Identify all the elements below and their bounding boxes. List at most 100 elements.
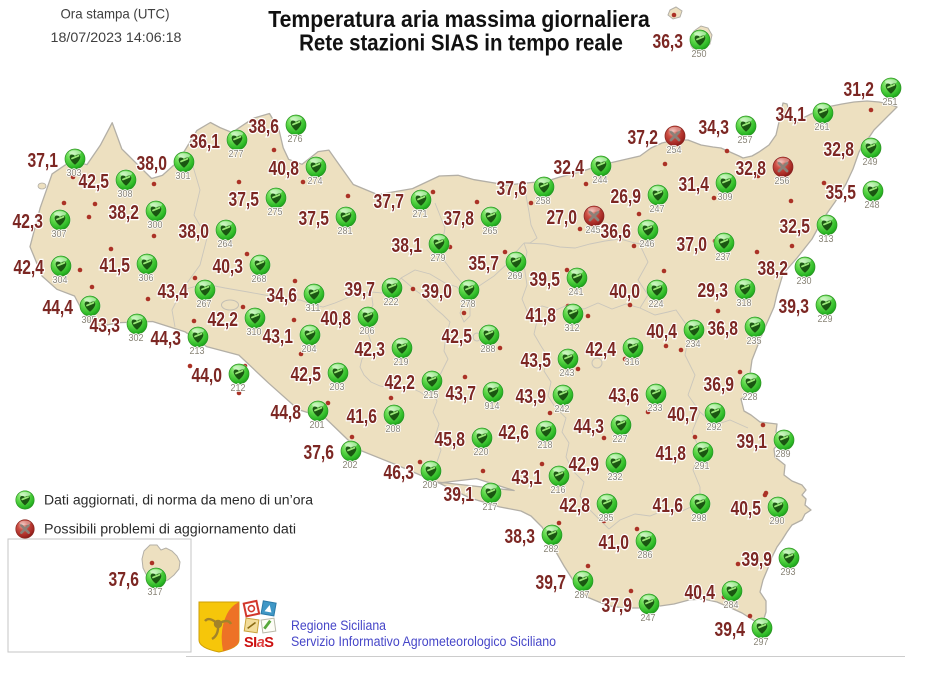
svg-text:301: 301 xyxy=(176,171,191,182)
svg-text:244: 244 xyxy=(593,175,608,186)
svg-text:298: 298 xyxy=(692,513,707,524)
svg-text:293: 293 xyxy=(781,567,796,578)
svg-text:39,7: 39,7 xyxy=(536,572,567,594)
svg-text:Regione Siciliana: Regione Siciliana xyxy=(291,618,386,633)
svg-text:Servizio Informativo Agrometeo: Servizio Informativo Agrometeorologico S… xyxy=(291,634,556,649)
svg-text:281: 281 xyxy=(338,226,353,237)
svg-text:247: 247 xyxy=(650,204,665,215)
svg-text:41,6: 41,6 xyxy=(653,495,684,517)
svg-text:268: 268 xyxy=(252,274,267,285)
svg-text:36,8: 36,8 xyxy=(708,318,739,340)
svg-text:309: 309 xyxy=(718,192,733,203)
svg-text:292: 292 xyxy=(707,422,722,433)
svg-text:37,5: 37,5 xyxy=(229,189,260,211)
svg-text:279: 279 xyxy=(431,253,446,264)
svg-text:313: 313 xyxy=(819,234,834,245)
svg-text:43,7: 43,7 xyxy=(446,383,477,405)
svg-text:40,4: 40,4 xyxy=(685,582,716,604)
svg-text:41,5: 41,5 xyxy=(100,255,131,277)
svg-text:311: 311 xyxy=(306,303,321,314)
svg-text:304: 304 xyxy=(53,275,68,286)
svg-text:39,4: 39,4 xyxy=(715,619,746,641)
svg-text:43,9: 43,9 xyxy=(516,386,547,408)
svg-text:209: 209 xyxy=(423,480,438,491)
svg-text:Temperatura aria massima giorn: Temperatura aria massima giornaliera xyxy=(268,6,650,32)
svg-text:297: 297 xyxy=(754,637,769,648)
svg-text:278: 278 xyxy=(461,299,476,310)
svg-text:37,7: 37,7 xyxy=(374,191,405,213)
svg-text:233: 233 xyxy=(648,403,663,414)
svg-text:218: 218 xyxy=(538,440,553,451)
svg-text:208: 208 xyxy=(386,424,401,435)
svg-text:44,8: 44,8 xyxy=(271,402,302,424)
svg-text:284: 284 xyxy=(724,600,739,611)
svg-text:228: 228 xyxy=(743,392,758,403)
svg-text:275: 275 xyxy=(268,207,283,218)
svg-text:38,2: 38,2 xyxy=(109,202,140,224)
svg-text:43,5: 43,5 xyxy=(521,350,552,372)
svg-text:37,6: 37,6 xyxy=(497,178,528,200)
svg-text:246: 246 xyxy=(640,239,655,250)
svg-text:44,0: 44,0 xyxy=(192,365,223,387)
svg-text:310: 310 xyxy=(247,327,262,338)
svg-text:43,3: 43,3 xyxy=(90,315,121,337)
svg-text:286: 286 xyxy=(638,550,653,561)
svg-text:36,1: 36,1 xyxy=(190,131,221,153)
svg-text:215: 215 xyxy=(424,390,439,401)
svg-text:248: 248 xyxy=(865,200,880,211)
svg-text:224: 224 xyxy=(649,299,664,310)
svg-text:245: 245 xyxy=(586,225,601,236)
svg-text:235: 235 xyxy=(747,336,762,347)
svg-text:307: 307 xyxy=(52,229,67,240)
svg-text:36,6: 36,6 xyxy=(601,221,632,243)
svg-text:38,0: 38,0 xyxy=(179,221,210,243)
svg-text:305: 305 xyxy=(82,315,97,326)
svg-text:285: 285 xyxy=(599,513,614,524)
svg-text:46,3: 46,3 xyxy=(384,462,415,484)
svg-text:32,8: 32,8 xyxy=(824,139,855,161)
svg-text:Ora stampa (UTC): Ora stampa (UTC) xyxy=(61,6,170,22)
svg-text:37,6: 37,6 xyxy=(304,442,335,464)
svg-text:232: 232 xyxy=(608,472,623,483)
svg-text:276: 276 xyxy=(288,134,303,145)
svg-text:267: 267 xyxy=(197,299,212,310)
svg-text:265: 265 xyxy=(483,226,498,237)
svg-text:34,1: 34,1 xyxy=(776,104,807,126)
svg-text:264: 264 xyxy=(218,239,233,250)
svg-text:212: 212 xyxy=(231,383,246,394)
svg-text:261: 261 xyxy=(815,122,830,133)
svg-text:274: 274 xyxy=(308,176,323,187)
svg-text:316: 316 xyxy=(625,357,640,368)
svg-text:256: 256 xyxy=(775,176,790,187)
svg-text:287: 287 xyxy=(575,590,590,601)
svg-text:258: 258 xyxy=(536,196,551,207)
svg-text:254: 254 xyxy=(667,145,682,156)
svg-text:289: 289 xyxy=(776,449,791,460)
svg-text:Possibili problemi di aggiorna: Possibili problemi di aggiornamento dati xyxy=(44,522,296,537)
svg-text:SIaS: SIaS xyxy=(244,635,274,651)
svg-text:269: 269 xyxy=(508,271,523,282)
svg-text:241: 241 xyxy=(569,287,584,298)
svg-text:219: 219 xyxy=(394,357,409,368)
svg-text:35,5: 35,5 xyxy=(826,182,857,204)
svg-text:37,9: 37,9 xyxy=(602,595,633,617)
svg-text:317: 317 xyxy=(148,587,163,598)
svg-text:250: 250 xyxy=(692,49,707,60)
svg-text:40,0: 40,0 xyxy=(610,281,641,303)
svg-text:43,6: 43,6 xyxy=(609,385,640,407)
svg-text:42,6: 42,6 xyxy=(499,422,530,444)
svg-text:318: 318 xyxy=(737,298,752,309)
svg-text:229: 229 xyxy=(818,314,833,325)
svg-text:42,5: 42,5 xyxy=(79,171,110,193)
svg-text:39,0: 39,0 xyxy=(422,281,453,303)
svg-text:306: 306 xyxy=(139,273,154,284)
svg-text:40,5: 40,5 xyxy=(731,498,762,520)
svg-text:32,4: 32,4 xyxy=(554,157,585,179)
svg-text:42,3: 42,3 xyxy=(355,339,386,361)
svg-text:288: 288 xyxy=(481,344,496,355)
svg-text:39,3: 39,3 xyxy=(779,296,810,318)
svg-text:201: 201 xyxy=(310,420,325,431)
svg-text:204: 204 xyxy=(302,344,317,355)
svg-text:44,3: 44,3 xyxy=(574,416,605,438)
svg-text:242: 242 xyxy=(555,404,570,415)
